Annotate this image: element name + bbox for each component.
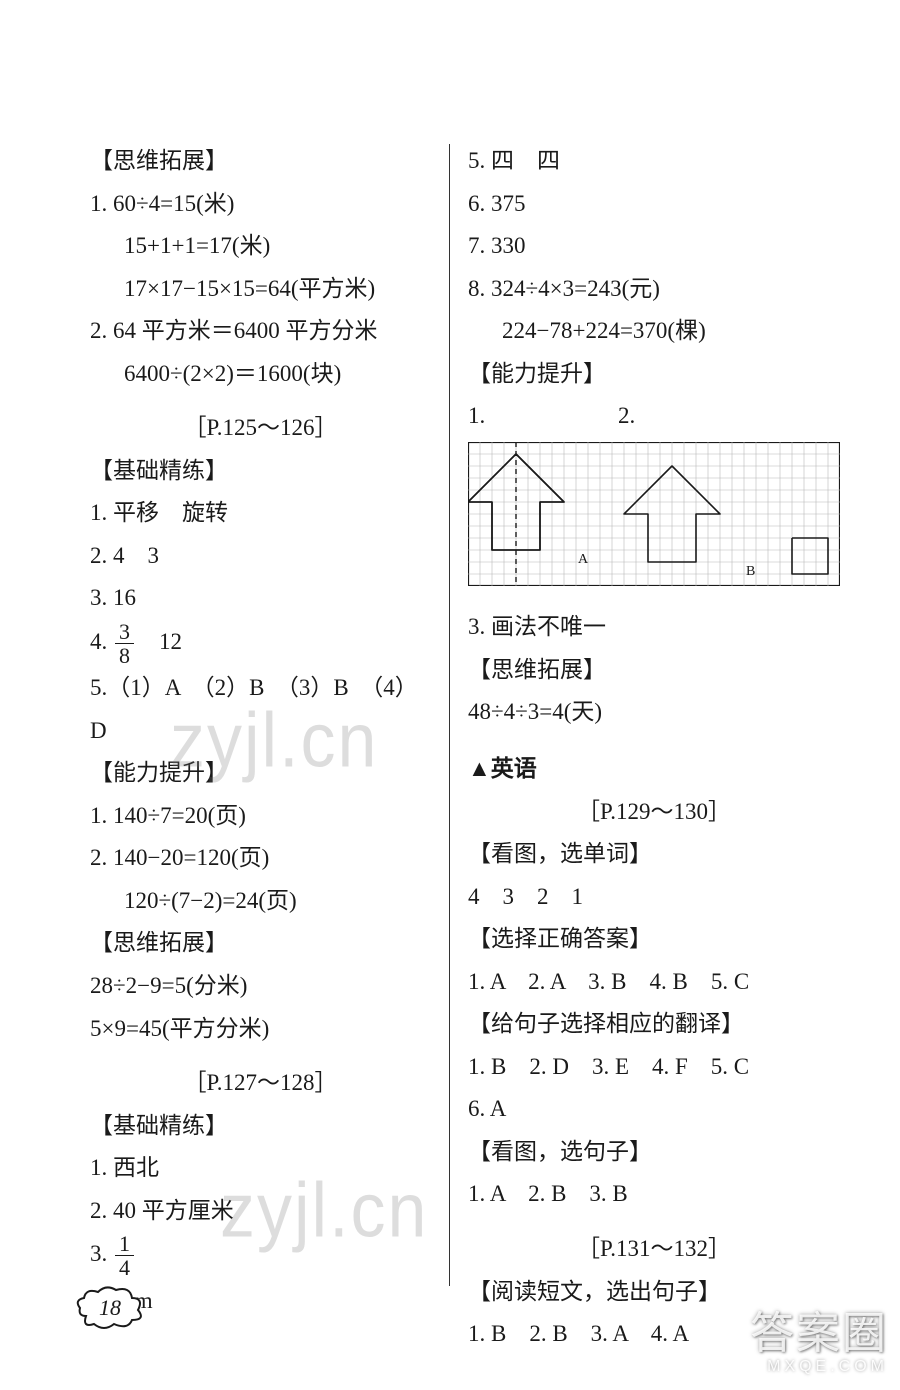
fraction: 38 bbox=[115, 620, 134, 667]
heading: 【选择正确答案】 bbox=[468, 918, 840, 961]
heading-siwei-1: 【思维拓展】 bbox=[90, 140, 431, 183]
line: 2. 64 平方米＝6400 平方分米 bbox=[90, 310, 431, 353]
line: 1. 140÷7=20(页) bbox=[90, 795, 431, 838]
right-column: 5. 四 四 6. 375 7. 330 8. 324÷4×3=243(元) 2… bbox=[450, 140, 840, 1290]
heading-nengli: 【能力提升】 bbox=[468, 353, 840, 396]
svg-text:B: B bbox=[746, 564, 755, 579]
line: 1. A 2. B 3. B bbox=[468, 1173, 840, 1216]
grid-labels-row: 1. 2. bbox=[468, 395, 840, 438]
heading-siwei-2: 【思维拓展】 bbox=[90, 922, 431, 965]
line: 48÷4÷3=4(天) bbox=[468, 691, 840, 734]
page-ref: ［P.129～130］ bbox=[468, 791, 840, 834]
corner-bottom: MXQE.COM bbox=[750, 1356, 888, 1378]
page: 【思维拓展】 1. 60÷4=15(米) 15+1+1=17(米) 17×17−… bbox=[0, 0, 900, 1390]
heading-jichu-1: 【基础精练】 bbox=[90, 450, 431, 493]
prefix: 3. bbox=[90, 1241, 113, 1266]
line: 15+1+1=17(米) bbox=[90, 225, 431, 268]
page-ref: ［P.125～126］ bbox=[90, 407, 431, 450]
heading: 【看图，选单词】 bbox=[468, 833, 840, 876]
line: 2. 140−20=120(页) bbox=[90, 837, 431, 880]
line: 1. 西北 bbox=[90, 1147, 431, 1190]
line: 6400÷(2×2)＝1600(块) bbox=[90, 353, 431, 396]
line: 1. B 2. D 3. E 4. F 5. C bbox=[468, 1046, 840, 1089]
line: 5×9=45(平方分米) bbox=[90, 1008, 431, 1051]
heading-jichu-2: 【基础精练】 bbox=[90, 1105, 431, 1148]
line: 5. 四 四 bbox=[468, 140, 840, 183]
line: 1. A 2. A 3. B 4. B 5. C bbox=[468, 961, 840, 1004]
heading: 【给句子选择相应的翻译】 bbox=[468, 1003, 840, 1046]
line: 6. 375 bbox=[468, 183, 840, 226]
heading: 【看图，选句子】 bbox=[468, 1131, 840, 1174]
line: 4 3 2 1 bbox=[468, 876, 840, 919]
page-ref: ［P.131～132］ bbox=[468, 1228, 840, 1271]
svg-text:A: A bbox=[578, 552, 589, 567]
label-1: 1. bbox=[468, 395, 488, 438]
numerator: 1 bbox=[115, 1232, 134, 1256]
line: 3. 画法不唯一 bbox=[468, 606, 840, 649]
line: 3. 16 bbox=[90, 577, 431, 620]
line: 1. 平移 旋转 bbox=[90, 492, 431, 535]
numerator: 3 bbox=[115, 620, 134, 644]
heading-english: ▲英语 bbox=[468, 748, 840, 791]
line: 224−78+224=370(棵) bbox=[468, 310, 840, 353]
prefix: 4. bbox=[90, 629, 113, 654]
page-ref: ［P.127～128］ bbox=[90, 1062, 431, 1105]
line: 2. 40 平方厘米 bbox=[90, 1190, 431, 1233]
fraction: 14 bbox=[115, 1232, 134, 1279]
line: 5.（1）A （2）B （3）B （4）D bbox=[90, 667, 431, 752]
line: 1. B 2. B 3. A 4. A bbox=[468, 1313, 840, 1356]
content-columns: 【思维拓展】 1. 60÷4=15(米) 15+1+1=17(米) 17×17−… bbox=[90, 140, 840, 1290]
line: 120÷(7−2)=24(页) bbox=[90, 880, 431, 923]
grid-svg: AB bbox=[468, 442, 840, 586]
denominator: 4 bbox=[115, 1256, 134, 1279]
heading: 【阅读短文，选出句子】 bbox=[468, 1271, 840, 1314]
line: 2. 4 3 bbox=[90, 535, 431, 578]
grid-diagram: AB bbox=[468, 442, 840, 601]
line: 7. 330 bbox=[468, 225, 840, 268]
line-fraction: 4. 38 12 bbox=[90, 620, 431, 667]
after: 12 bbox=[136, 629, 182, 654]
heading-nengli-1: 【能力提升】 bbox=[90, 752, 431, 795]
page-number: 18 bbox=[76, 1286, 144, 1330]
page-number-badge: 18 bbox=[76, 1286, 144, 1330]
line: 17×17−15×15=64(平方米) bbox=[90, 268, 431, 311]
line: 8. 324÷4×3=243(元) bbox=[468, 268, 840, 311]
heading-siwei: 【思维拓展】 bbox=[468, 649, 840, 692]
label-2: 2. bbox=[618, 395, 635, 438]
line: 1. 60÷4=15(米) bbox=[90, 183, 431, 226]
line: 28÷2−9=5(分米) bbox=[90, 965, 431, 1008]
line-fraction: 3. 14 bbox=[90, 1232, 431, 1279]
denominator: 8 bbox=[115, 644, 134, 667]
line: 6. A bbox=[468, 1088, 840, 1131]
left-column: 【思维拓展】 1. 60÷4=15(米) 15+1+1=17(米) 17×17−… bbox=[90, 140, 449, 1290]
